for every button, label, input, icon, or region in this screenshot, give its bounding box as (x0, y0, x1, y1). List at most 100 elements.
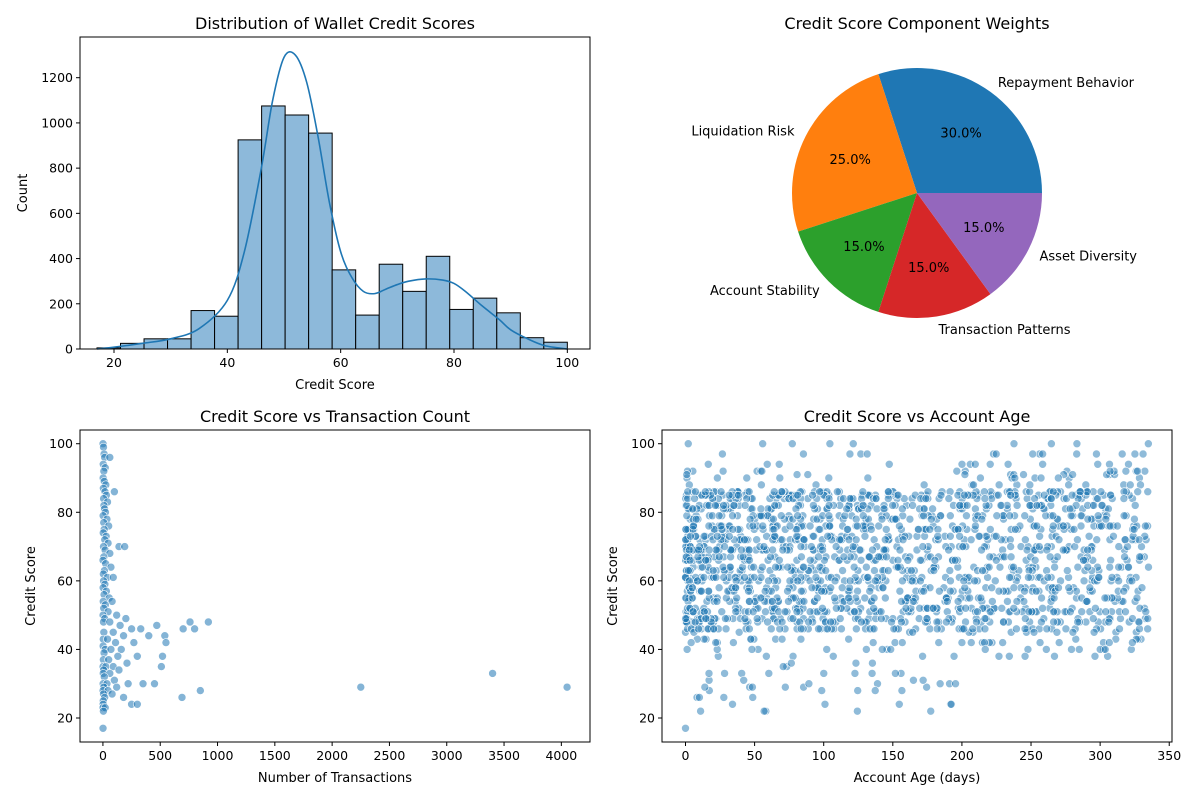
scatter-point (747, 645, 757, 654)
scatter-point (978, 566, 987, 575)
scatter-point (803, 470, 813, 479)
scatter-point (696, 706, 705, 716)
scatter-point (822, 645, 832, 654)
scatter-point (1038, 449, 1047, 459)
scatter-point (869, 603, 878, 613)
scatter-transactions-ticks: 0 500 1000 1500 2000 2500 3000 3500 4000 20 40 60 80… (49, 436, 577, 763)
scatter-point (868, 638, 878, 647)
scatter-point (683, 439, 693, 449)
scatter-point (777, 535, 787, 545)
scatter-age-panel: Credit Score vs Account Age 0 50 100 150 200… (606, 407, 1181, 786)
pie-slices (791, 67, 1042, 319)
scatter-point (1028, 449, 1038, 459)
scatter-point (876, 607, 886, 617)
scatter-point (863, 573, 873, 582)
scatter-point (701, 614, 711, 623)
scatter-point (893, 562, 903, 572)
scatter-point (177, 693, 187, 702)
scatter-point (855, 545, 865, 555)
scatter-point (688, 504, 698, 514)
scatter-point (951, 679, 960, 689)
scatter-point (740, 535, 749, 545)
scatter-point (835, 614, 845, 623)
histogram-bars (96, 105, 568, 350)
scatter-point (196, 686, 205, 695)
scatter-point (1129, 525, 1139, 534)
scatter-point (897, 686, 907, 695)
scatter-point (1119, 586, 1129, 596)
scatter-point (833, 487, 842, 497)
scatter-point (759, 542, 769, 551)
scatter-point (843, 525, 852, 534)
scatter-point (774, 459, 784, 469)
scatter-point (1134, 617, 1144, 627)
scatter-point (1085, 583, 1095, 593)
scatter-point (777, 617, 787, 627)
scatter-point (108, 627, 118, 637)
scatter-point (757, 466, 767, 476)
scatter-point (144, 631, 154, 641)
histogram-xtick-label: 40 (219, 355, 235, 370)
histogram-ytick-label: 400 (49, 251, 73, 266)
scatter-transactions-ytick-label: 100 (49, 436, 73, 451)
scatter-point (700, 682, 710, 692)
scatter-point (757, 480, 766, 490)
scatter-point (844, 535, 854, 545)
scatter-point (895, 586, 905, 596)
scatter-age-xlabel: Account Age (days) (854, 771, 981, 786)
scatter-point (709, 624, 719, 634)
scatter-point (796, 542, 806, 551)
scatter-point (764, 669, 774, 678)
scatter-point (1003, 459, 1013, 469)
scatter-point (995, 562, 1005, 572)
scatter-point (746, 634, 756, 644)
histogram-ylabel: Count (16, 174, 31, 213)
scatter-point (694, 545, 703, 555)
scatter-point (946, 699, 956, 709)
scatter-point (1132, 593, 1142, 603)
scatter-point (748, 521, 758, 531)
scatter-point (999, 617, 1008, 627)
scatter-point (1042, 645, 1051, 654)
scatter-point (778, 545, 788, 555)
scatter-point (713, 473, 722, 483)
pie-percent-label: 30.0% (940, 126, 981, 141)
scatter-transactions-xlabel: Number of Transactions (258, 771, 412, 786)
scatter-point (1143, 487, 1153, 497)
scatter-point (1009, 583, 1019, 593)
scatter-point (1048, 521, 1058, 531)
scatter-point (760, 586, 770, 596)
scatter-point (858, 501, 868, 510)
pie-category-label: Transaction Patterns (938, 323, 1071, 338)
histogram-bar (402, 290, 427, 350)
scatter-point (178, 624, 188, 634)
scatter-point (1105, 466, 1115, 476)
scatter-point (813, 593, 822, 603)
scatter-age-xtick-label: 300 (1088, 748, 1112, 763)
scatter-point (1073, 617, 1083, 627)
scatter-point (922, 682, 931, 692)
histogram-xtick-label: 100 (555, 355, 579, 370)
scatter-transactions-ytick-label: 40 (57, 642, 73, 657)
scatter-point (869, 593, 879, 603)
scatter-point (686, 638, 696, 647)
scatter-point (729, 638, 738, 647)
scatter-point (681, 525, 691, 534)
scatter-point (908, 501, 917, 510)
scatter-point (817, 586, 826, 596)
scatter-point (1035, 531, 1044, 541)
scatter-point (839, 552, 849, 562)
scatter-point (1009, 603, 1019, 613)
scatter-point (960, 490, 969, 500)
scatter-point (158, 651, 167, 661)
scatter-point (870, 566, 879, 575)
scatter-point (882, 552, 891, 562)
scatter-point (1012, 501, 1022, 510)
scatter-point (1068, 627, 1078, 637)
pie-percent-label: 15.0% (843, 240, 884, 255)
scatter-point (968, 624, 978, 634)
scatter-point (1048, 511, 1058, 521)
scatter-point (895, 545, 905, 555)
scatter-point (793, 511, 802, 521)
scatter-point (820, 699, 830, 709)
